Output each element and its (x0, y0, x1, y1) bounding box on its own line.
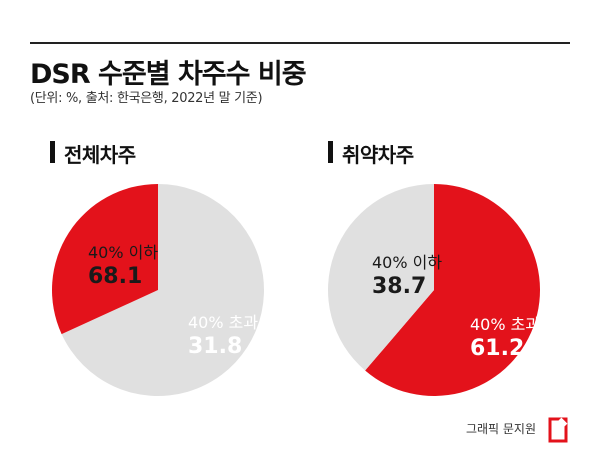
graphic-credit: 그래픽 문지원 (465, 422, 536, 436)
chart-title: DSR 수준별 차주수 비중 (30, 59, 307, 90)
slice-value-label: 68.1 (88, 264, 142, 289)
pie-chart-vulnerable-borrowers: 40% 초과 61.2 40% 이하 38.7 (328, 184, 540, 397)
pie-slice-over-40 (365, 184, 540, 397)
slice-value-label: 38.7 (372, 274, 426, 299)
section-title-vulnerable-borrowers: 취약차주 (328, 139, 414, 168)
top-divider (30, 42, 570, 44)
section-title-all-borrowers: 전체차주 (50, 139, 136, 168)
pie-chart-all-borrowers: 40% 초과 31.8 40% 이하 68.1 (52, 184, 265, 397)
pie-slice-under-40 (328, 184, 434, 371)
publisher-logo-icon (548, 417, 568, 443)
slice-value-label: 31.8 (188, 334, 242, 359)
pie-slice-over-40 (52, 184, 158, 335)
slice-category-label: 40% 초과 (470, 315, 540, 334)
slice-category-label: 40% 이하 (88, 243, 158, 262)
section-title-text: 취약차주 (342, 143, 414, 167)
slice-category-label: 40% 이하 (372, 253, 442, 272)
slice-value-label: 61.2 (470, 336, 524, 361)
chart-subtitle: (단위: %, 출처: 한국은행, 2022년 말 기준) (30, 91, 263, 106)
section-marker (50, 141, 55, 163)
slice-category-label: 40% 초과 (188, 313, 258, 332)
pie-slice-under-40 (61, 184, 265, 397)
section-title-text: 전체차주 (64, 143, 136, 167)
section-marker (328, 141, 333, 163)
